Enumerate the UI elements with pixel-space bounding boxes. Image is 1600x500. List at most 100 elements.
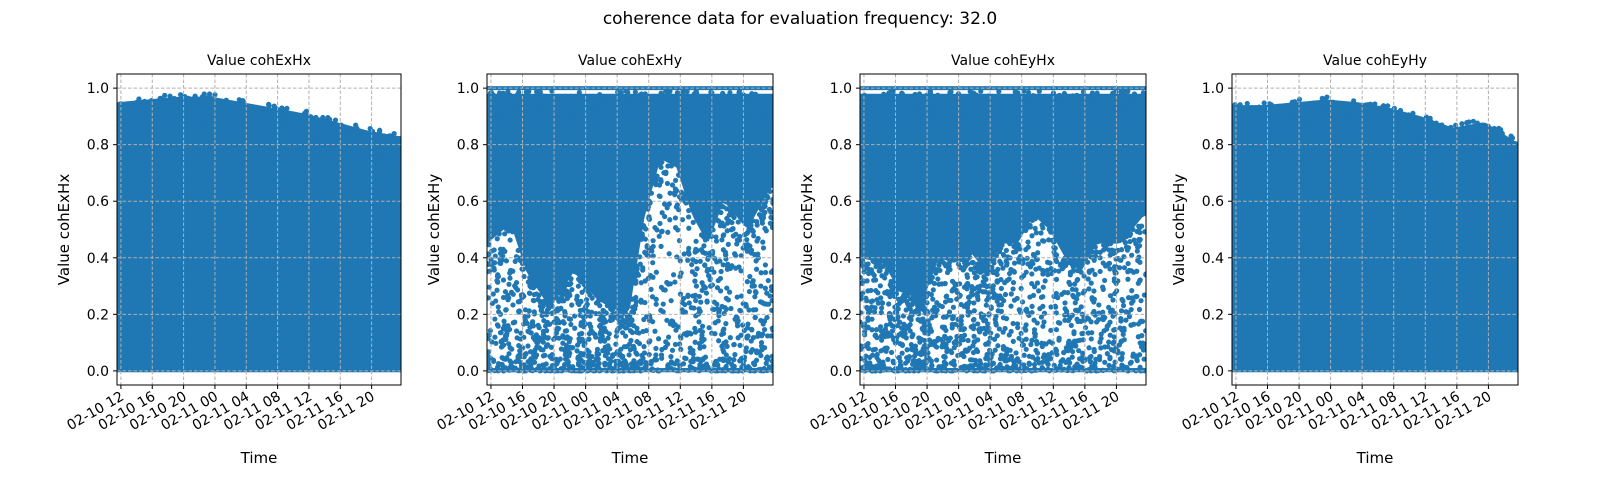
- scatter-point: [1053, 276, 1060, 282]
- scatter-point: [722, 252, 729, 258]
- scatter-point: [1069, 354, 1075, 360]
- scatter-point: [339, 152, 346, 158]
- scatter-point: [637, 261, 643, 267]
- scatter-point: [764, 290, 770, 296]
- scatter-point: [600, 348, 606, 354]
- scatter-point: [1255, 118, 1261, 125]
- scatter-point: [766, 206, 773, 213]
- scatter-point: [501, 110, 508, 116]
- scatter-point: [560, 102, 566, 109]
- scatter-point: [1386, 135, 1392, 141]
- scatter-point: [769, 298, 773, 304]
- scatter-point: [487, 261, 491, 267]
- scatter-point: [701, 234, 707, 240]
- scatter-point: [878, 328, 884, 334]
- scatter-point: [663, 169, 669, 175]
- scatter-point: [170, 115, 177, 121]
- scatter-point: [1134, 268, 1140, 274]
- axes-frame: [1231, 73, 1519, 386]
- scatter-point: [888, 278, 894, 285]
- scatter-point: [769, 287, 773, 294]
- scatter-point: [1299, 102, 1305, 108]
- scatter-point: [1061, 349, 1067, 355]
- scatter-point: [1236, 107, 1242, 113]
- scatter-point: [1347, 108, 1353, 115]
- scatter-point: [934, 99, 940, 106]
- scatter-point: [1030, 292, 1037, 298]
- scatter-point: [211, 104, 217, 111]
- scatter-point: [768, 333, 773, 339]
- scatter-point: [487, 295, 491, 301]
- scatter-point: [493, 340, 499, 346]
- scatter-point: [144, 115, 151, 122]
- scatter-point: [767, 100, 773, 106]
- scatter-point: [630, 304, 636, 310]
- scatter-point: [765, 194, 771, 201]
- scatter-point: [720, 330, 727, 337]
- scatter-point: [990, 286, 996, 292]
- scatter-point: [997, 293, 1003, 299]
- scatter-point: [699, 329, 706, 335]
- scatter-point: [507, 106, 514, 112]
- scatter-point: [666, 116, 673, 122]
- scatter-point: [1134, 357, 1140, 364]
- scatter-point: [910, 358, 916, 364]
- scatter-point: [749, 91, 755, 97]
- scatter-point: [1023, 336, 1029, 342]
- scatter-point: [735, 219, 741, 225]
- scatter-point: [879, 273, 885, 279]
- scatter-point: [866, 270, 872, 277]
- scatter-point: [860, 343, 866, 350]
- scatter-point: [487, 106, 491, 112]
- scatter-point: [1018, 330, 1024, 337]
- scatter-point: [873, 288, 879, 294]
- scatter-point: [1098, 331, 1104, 337]
- scatter-point: [1087, 112, 1093, 118]
- scatter-point: [1509, 135, 1516, 141]
- scatter-point: [1278, 108, 1284, 114]
- scatter-point: [999, 242, 1005, 248]
- scatter-point: [587, 358, 593, 364]
- scatter-point: [295, 123, 301, 129]
- scatter-point: [889, 328, 896, 334]
- scatter-point: [943, 341, 949, 348]
- scatter-point: [696, 114, 702, 121]
- grid: [487, 74, 773, 385]
- scatter-point: [1011, 358, 1017, 364]
- scatter-point: [890, 120, 896, 127]
- scatter-point: [1082, 93, 1088, 99]
- scatter-point: [495, 323, 501, 329]
- scatter-point: [734, 294, 740, 300]
- scatter-point: [725, 261, 731, 267]
- scatter-point: [502, 248, 508, 254]
- scatter-density-band: [117, 96, 401, 371]
- scatter-point: [543, 312, 550, 318]
- scatter-point: [960, 327, 966, 333]
- scatter-point: [965, 337, 971, 344]
- scatter-point: [750, 307, 757, 313]
- scatter-point: [760, 300, 766, 306]
- scatter-point: [1104, 326, 1110, 332]
- scatter-point: [1261, 100, 1267, 106]
- scatter-point: [958, 321, 964, 328]
- scatter-point: [1136, 225, 1143, 231]
- scatter-point: [499, 355, 505, 361]
- scatter-point: [728, 305, 734, 312]
- scatter-point: [620, 95, 626, 102]
- scatter-point: [1128, 300, 1135, 306]
- scatter-point: [1497, 147, 1503, 153]
- scatter-point: [1002, 325, 1008, 332]
- scatter-point: [673, 187, 680, 194]
- scatter-point: [692, 329, 699, 335]
- scatter-point: [1072, 281, 1078, 287]
- scatter-point: [1367, 110, 1373, 116]
- scatter-point: [1245, 117, 1251, 124]
- scatter-point: [712, 362, 718, 368]
- scatter-point: [982, 326, 989, 332]
- scatter-point: [971, 300, 977, 306]
- scatter-point: [602, 360, 608, 366]
- scatter-point: [1013, 90, 1019, 96]
- scatter-point: [1002, 291, 1009, 298]
- scatter-point: [869, 352, 876, 358]
- scatter-point: [769, 325, 773, 331]
